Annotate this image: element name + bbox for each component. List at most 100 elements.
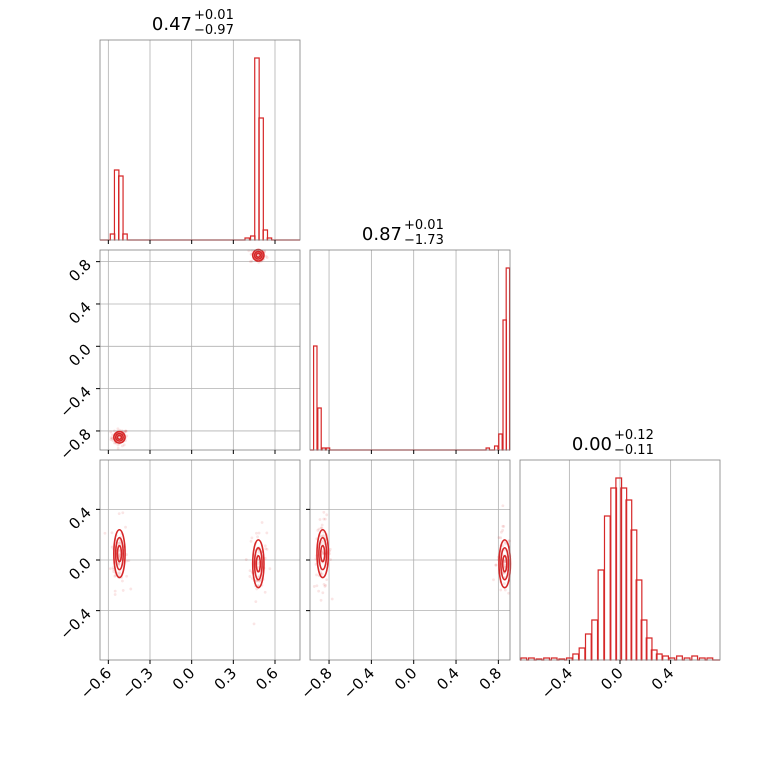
sample-point [110,545,114,549]
sample-point [109,438,113,441]
sample-point [254,600,258,604]
sample-point [260,521,264,524]
title-err-plus-p0: +0.01 [194,8,234,23]
sample-point [113,429,116,433]
sample-point [110,436,114,440]
sample-point [503,560,506,564]
x-tick-label: −0.4 [340,664,378,702]
sample-point [125,434,129,438]
sample-point [502,582,506,585]
sample-point [108,567,112,571]
contour-left-3 [113,528,126,579]
sample-point [503,588,507,592]
sample-point [112,441,116,445]
scatter-p1_p2 [312,504,512,602]
sample-point [121,579,124,583]
sample-point [501,524,505,528]
sample-point [494,563,498,567]
sample-point [264,547,268,551]
x-tick-label: 0.8 [476,664,506,694]
sample-point [502,525,506,528]
sample-point [501,544,505,548]
panel-hist-p0 [99,39,301,241]
sample-point [116,443,120,447]
sample-point [255,531,258,535]
sample-point [265,531,269,535]
title-value-p1: 0.87 [362,224,402,245]
contour-right-2 [500,547,510,581]
sample-point [111,566,115,570]
sample-point [123,430,127,434]
title-err-minus-p0: −0.97 [194,23,234,38]
contour-right-2 [253,250,263,260]
scatter-p0_p1 [109,248,269,450]
y-tick-label: 0.4 [65,503,95,533]
sample-point [257,531,261,535]
sample-point [319,598,323,602]
sample-point [322,517,326,521]
sample-point [328,547,332,551]
sample-point [117,549,121,553]
sample-point [117,562,121,566]
contour-right-1 [255,555,262,573]
sample-point [244,558,248,561]
sample-point [249,260,252,264]
contour-right-3 [251,539,265,589]
sample-point [249,252,253,256]
x-tick-label: −0.4 [538,664,576,702]
sample-point [321,552,324,556]
sample-point [263,590,267,594]
sample-point [315,573,318,577]
sample-point [116,427,120,431]
histogram-p0 [100,57,300,241]
title-err-minus-p2: −0.11 [614,443,654,458]
sample-point [118,555,121,559]
sample-point [503,540,507,544]
contour-left-1 [116,544,123,563]
contour-left-2 [114,432,124,442]
sample-point [265,547,269,551]
sample-point [503,566,507,569]
sample-point [258,579,262,583]
x-tick-label: 0.3 [211,664,241,694]
panel-hist-p1 [309,249,511,451]
contour-right-1 [255,252,262,259]
sample-point [109,436,113,440]
sample-point [121,589,125,592]
contour-left-1 [116,434,123,441]
sample-point [321,591,325,595]
contour-left-1 [319,544,326,563]
sample-point [319,526,323,530]
sample-point [127,559,131,563]
sample-point [322,510,326,514]
sample-point [118,571,122,575]
title-value-p0: 0.47 [152,14,192,35]
sample-point [256,562,260,565]
sample-point [323,585,327,588]
contour-left-3 [316,528,330,579]
sample-point [504,542,508,546]
sample-point [317,527,321,531]
y-tick-label: 0.0 [65,340,95,370]
sample-point [113,593,117,596]
sample-point [113,574,117,578]
sample-point [492,578,495,582]
sample-point [110,531,114,535]
sample-point [257,550,261,554]
sample-point [321,534,325,537]
sample-point [248,569,252,573]
title-value-p2: 0.00 [572,434,612,455]
x-tick-label: 0.6 [252,664,282,694]
sample-point [256,584,260,588]
sample-point [501,528,505,532]
sample-point [317,589,321,593]
sample-point [122,443,126,447]
sample-point [325,578,329,582]
sample-point [499,588,503,592]
sample-point [264,254,268,258]
sample-point [320,523,324,527]
sample-point [315,584,319,588]
sample-point [254,579,258,583]
histogram-step [310,267,511,451]
sample-point [121,444,124,448]
